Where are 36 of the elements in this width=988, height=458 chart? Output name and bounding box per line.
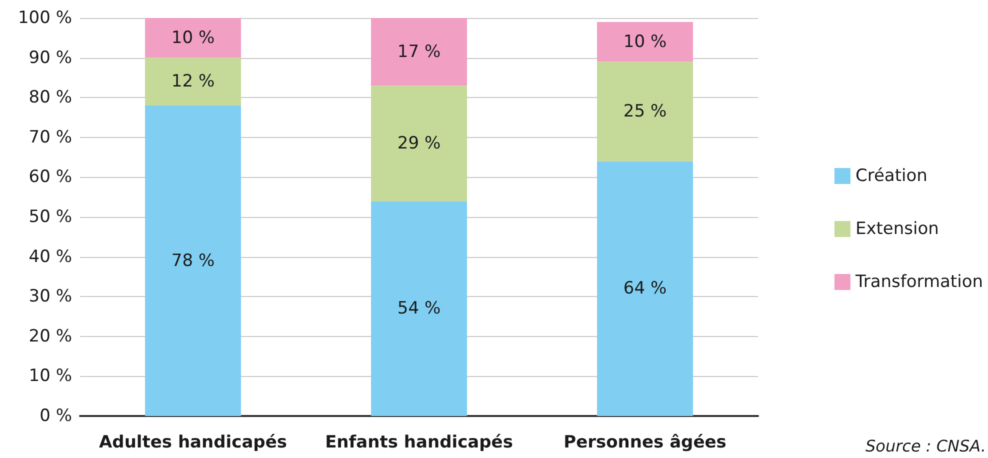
bar (371, 86, 467, 202)
bar (597, 62, 693, 162)
data-label: 10 % (171, 28, 215, 48)
bar (597, 22, 693, 62)
y-tick-label: 60 % (28, 167, 72, 188)
data-label: 10 % (623, 32, 667, 52)
bar (371, 18, 467, 86)
legend-label: Extension (855, 219, 939, 239)
data-label: 25 % (623, 102, 667, 122)
data-label: 17 % (397, 42, 441, 62)
source-note: Source : CNSA. (866, 436, 986, 456)
y-tick-label: 80 % (28, 88, 72, 108)
y-tick-label: 40 % (28, 246, 72, 267)
data-label: 78 % (171, 250, 215, 271)
y-tick-label: 20 % (28, 326, 72, 346)
y-tick-label: 10 % (28, 366, 72, 386)
x-tick-label: Personnes âgées (564, 432, 726, 452)
x-tick-label: Enfants handicapés (325, 432, 513, 452)
y-tick-label: 100 % (18, 8, 72, 28)
bar (145, 106, 241, 416)
x-tick-label: Adultes handicapés (99, 432, 287, 452)
y-tick-label: 30 % (28, 286, 72, 307)
data-label: 12 % (171, 72, 215, 92)
bar (371, 201, 467, 416)
y-tick-label: 90 % (28, 48, 72, 68)
legend-label: Création (855, 166, 928, 186)
data-label: 54 % (397, 298, 441, 319)
bar (145, 18, 241, 58)
y-tick-label: 70 % (28, 127, 72, 148)
data-label: 64 % (623, 278, 667, 299)
y-tick-label: 50 % (28, 207, 72, 227)
y-tick-label: 0 % (40, 406, 72, 426)
bar (597, 161, 693, 416)
bar (145, 58, 241, 106)
data-label: 29 % (397, 133, 441, 154)
legend-label: Transformation (854, 272, 984, 292)
